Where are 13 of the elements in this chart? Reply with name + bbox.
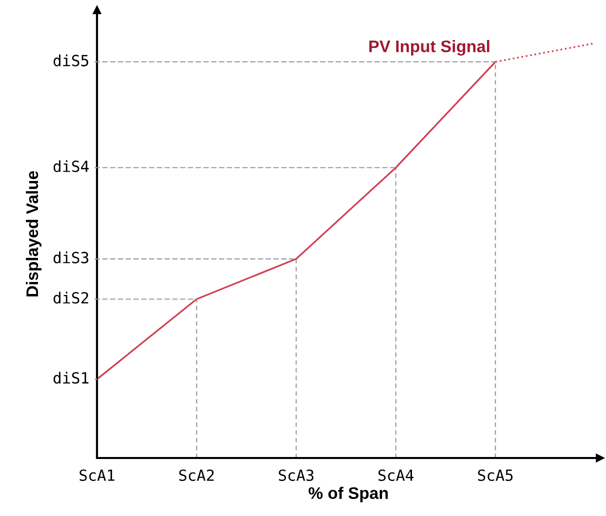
- annotation: diS2: [54, 292, 88, 304]
- annotation: diS3: [54, 252, 88, 264]
- x-tick-label: ScA4: [378, 469, 414, 482]
- annotation: diS1: [54, 372, 88, 384]
- y-axis-title: Displayed Value: [26, 171, 42, 296]
- x-tick-label: ScA3: [278, 469, 314, 482]
- x-tick-label: ScA5: [478, 469, 513, 482]
- x-axis-title: % of Span: [308, 486, 388, 502]
- annotation: diS4: [54, 160, 89, 172]
- x-tick-label: ScA2: [179, 469, 214, 482]
- x-tick-label: ScA1: [80, 469, 114, 482]
- series-label: PV Input Signal: [369, 40, 490, 56]
- annotation: diS5: [54, 54, 88, 66]
